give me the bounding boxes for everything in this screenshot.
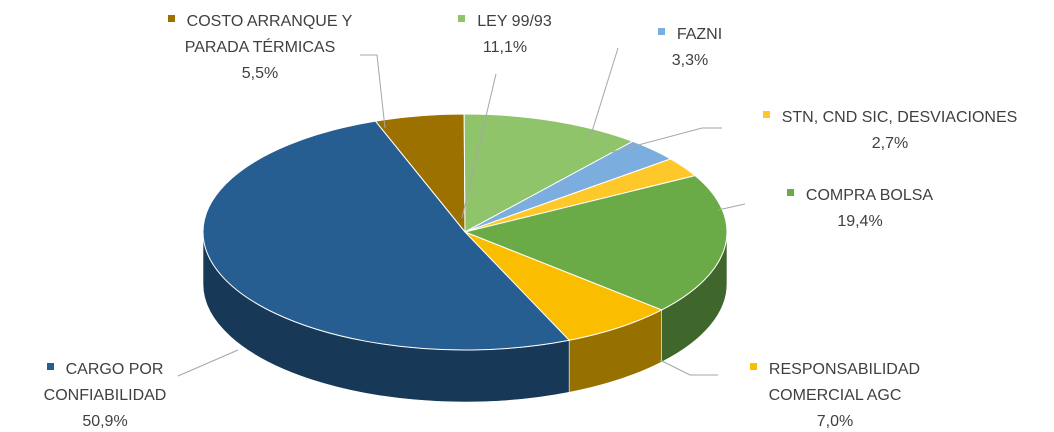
- label-name: COSTO ARRANQUE Y PARADA TÉRMICAS: [140, 9, 380, 61]
- data-label: RESPONSABILIDAD COMERCIAL AGC 7,0%: [710, 357, 960, 432]
- value-label: 19,4%: [837, 213, 883, 230]
- leader-line: [659, 359, 718, 376]
- data-label: STN, CND SIC, DESVIACIONES 2,7%: [720, 105, 1054, 157]
- value-label: 2,7%: [871, 135, 909, 152]
- legend-marker: [749, 363, 757, 371]
- label-name: FAZNI: [620, 22, 760, 48]
- data-label: FAZNI 3,3%: [620, 22, 760, 74]
- data-label: COSTO ARRANQUE Y PARADA TÉRMICAS 5,5%: [140, 9, 380, 87]
- slice: [202, 120, 571, 351]
- legend-marker: [167, 15, 175, 23]
- value-label: 11,1%: [482, 39, 528, 56]
- label-name: COMPRA BOLSA: [745, 183, 975, 209]
- category-name: COSTO ARRANQUE Y PARADA TÉRMICAS: [184, 13, 353, 56]
- label-name: RESPONSABILIDAD COMERCIAL AGC: [710, 357, 960, 409]
- category-name: LEY 99/93: [477, 13, 552, 30]
- label-name: STN, CND SIC, DESVIACIONES: [720, 105, 1054, 131]
- slice: [464, 231, 663, 341]
- legend-marker: [46, 363, 54, 371]
- value-label: 50,9%: [82, 413, 128, 430]
- value-label: 5,5%: [241, 65, 279, 82]
- legend-marker: [458, 15, 466, 23]
- category-name: CARGO POR CONFIABILIDAD: [43, 361, 167, 404]
- category-name: COMPRA BOLSA: [805, 187, 934, 204]
- leader-line: [360, 54, 386, 129]
- category-name: RESPONSABILIDAD COMERCIAL AGC: [768, 361, 921, 404]
- data-label: COMPRA BOLSA 19,4%: [745, 183, 975, 235]
- slice: [463, 113, 634, 233]
- leader-line: [461, 73, 497, 219]
- leader-line: [611, 127, 722, 153]
- value-label: 3,3%: [671, 52, 709, 69]
- slice: [463, 175, 728, 311]
- legend-marker: [786, 189, 794, 197]
- label-name: CARGO POR CONFIABILIDAD: [0, 357, 210, 409]
- data-label: CARGO POR CONFIABILIDAD 50,9%: [0, 357, 210, 432]
- value-label: 7,0%: [816, 413, 854, 430]
- category-name: FAZNI: [676, 26, 723, 43]
- data-label: LEY 99/93 11,1%: [430, 9, 580, 61]
- category-name: STN, CND SIC, DESVIACIONES: [781, 109, 1018, 126]
- legend-marker: [657, 28, 665, 36]
- legend-marker: [762, 111, 770, 119]
- leader-line: [717, 203, 746, 211]
- leader-line: [177, 349, 239, 377]
- leader-line: [589, 47, 619, 139]
- label-name: LEY 99/93: [430, 9, 580, 35]
